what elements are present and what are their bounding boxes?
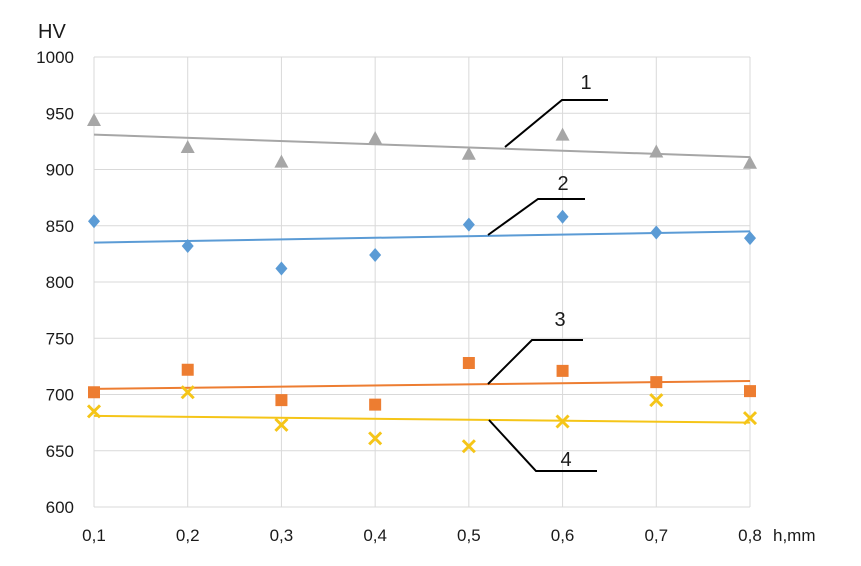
trend-line-4	[93, 414, 751, 424]
data-point-x	[368, 431, 383, 446]
data-point-triangle	[555, 127, 570, 141]
y-tick-label: 1000	[36, 48, 74, 67]
callout-label-1: 1	[580, 72, 591, 94]
y-axis-ticks: 600 650 700 750 800 850 900 950 1000	[36, 48, 74, 517]
x-stroke	[555, 414, 570, 429]
callout-line-4	[488, 419, 597, 472]
y-tick-label: 700	[46, 386, 74, 405]
data-point-x	[461, 439, 476, 454]
data-point-triangle	[87, 113, 101, 126]
x-stroke	[86, 404, 102, 419]
y-tick-label: 800	[46, 273, 74, 292]
callout-label-2: 2	[557, 173, 568, 195]
data-point-x	[742, 411, 758, 426]
data-point-x	[86, 404, 102, 419]
data-point-x	[555, 414, 570, 429]
x-stroke	[180, 385, 195, 400]
data-point-triangle	[461, 146, 476, 160]
x-tick-label: 0,3	[270, 526, 294, 545]
x-stroke	[649, 393, 664, 408]
data-point-diamond	[369, 248, 382, 262]
data-point-square	[369, 398, 382, 411]
y-tick-label: 900	[46, 161, 74, 180]
data-point-triangle	[368, 131, 383, 144]
plot-grid	[93, 56, 751, 508]
x-axis-ticks: 0,1 0,2 0,3 0,4 0,5 0,6 0,7 0,8	[82, 526, 762, 545]
x-stroke	[368, 431, 383, 446]
data-point-square	[181, 363, 194, 376]
data-point-triangle	[274, 154, 289, 168]
y-tick-label: 750	[46, 329, 74, 348]
callout-line-3	[487, 339, 583, 385]
data-point-diamond	[88, 214, 100, 229]
data-point-triangle	[743, 155, 757, 169]
y-tick-label: 950	[46, 104, 74, 123]
x-tick-label: 0,1	[82, 526, 106, 545]
trend-line-1	[93, 133, 751, 159]
callout-line-2	[487, 198, 585, 236]
data-point-square	[744, 385, 756, 398]
x-tick-label: 0,2	[176, 526, 200, 545]
trend-lines	[93, 133, 751, 424]
data-point-diamond	[275, 261, 288, 276]
data-point-x	[274, 417, 289, 432]
x-tick-label: 0,8	[738, 526, 762, 545]
x-stroke	[274, 417, 289, 432]
y-axis-label: HV	[38, 21, 66, 43]
y-tick-label: 850	[46, 217, 74, 236]
trend-line-2	[93, 230, 751, 244]
callout-label-4: 4	[560, 449, 571, 471]
callout-label-3: 3	[554, 309, 565, 331]
data-point-diamond	[650, 225, 663, 240]
data-point-x	[649, 393, 664, 408]
x-tick-label: 0,6	[551, 526, 575, 545]
data-point-diamond	[556, 209, 569, 224]
series-callouts: 1 2 3 4	[487, 72, 608, 472]
x-axis-label: h,mm	[773, 526, 816, 545]
x-stroke	[742, 411, 758, 426]
data-point-diamond	[462, 217, 475, 232]
y-tick-label: 650	[46, 442, 74, 461]
x-stroke	[461, 439, 476, 454]
trend-line-3	[93, 380, 751, 390]
data-point-triangle	[180, 140, 195, 153]
data-point-square	[556, 364, 569, 377]
x-tick-label: 0,5	[457, 526, 481, 545]
data-point-x	[180, 385, 195, 400]
data-point-diamond	[744, 231, 756, 246]
callout-line-1	[504, 99, 608, 148]
data-point-triangle	[649, 144, 664, 158]
y-tick-label: 600	[46, 498, 74, 517]
x-tick-label: 0,7	[644, 526, 668, 545]
data-points	[86, 113, 758, 454]
data-point-square	[275, 394, 288, 407]
data-point-diamond	[181, 239, 194, 253]
x-tick-label: 0,4	[363, 526, 387, 545]
data-point-square	[650, 376, 663, 389]
data-point-square	[462, 357, 475, 369]
data-point-square	[88, 386, 100, 399]
